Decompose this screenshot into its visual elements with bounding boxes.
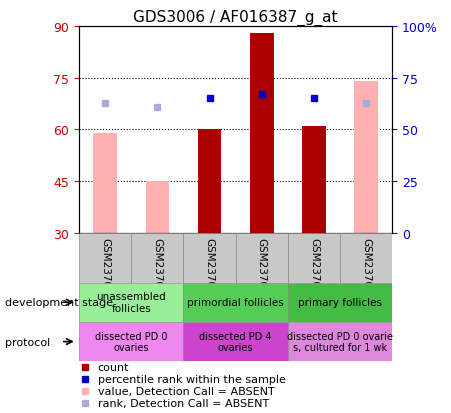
Text: GSM237018: GSM237018 [361, 237, 371, 300]
Bar [235, 233, 288, 283]
Text: percentile rank within the sample: percentile rank within the sample [98, 374, 285, 384]
Text: dissected PD 0
ovaries: dissected PD 0 ovaries [95, 331, 167, 353]
Text: dissected PD 4
ovaries: dissected PD 4 ovaries [199, 331, 272, 353]
Text: GSM237016: GSM237016 [257, 237, 267, 300]
Text: primary follicles: primary follicles [298, 297, 382, 308]
Bar [354, 82, 378, 233]
Bar [184, 322, 288, 361]
Bar [146, 182, 169, 233]
Text: value, Detection Call = ABSENT: value, Detection Call = ABSENT [98, 386, 275, 396]
Text: GSM237017: GSM237017 [309, 237, 319, 300]
Text: dissected PD 0 ovarie
s, cultured for 1 wk: dissected PD 0 ovarie s, cultured for 1 … [287, 331, 393, 353]
Bar [288, 233, 340, 283]
Text: unassembled
follicles: unassembled follicles [97, 292, 166, 313]
Bar [79, 283, 184, 322]
Bar [302, 127, 326, 233]
Bar [79, 322, 184, 361]
Title: GDS3006 / AF016387_g_at: GDS3006 / AF016387_g_at [133, 9, 338, 26]
Text: rank, Detection Call = ABSENT: rank, Detection Call = ABSENT [98, 398, 269, 408]
Bar [340, 233, 392, 283]
Text: count: count [98, 362, 129, 372]
Bar [184, 233, 235, 283]
Text: GSM237013: GSM237013 [100, 237, 110, 300]
Text: GSM237014: GSM237014 [152, 237, 162, 300]
Bar [288, 322, 392, 361]
Bar [93, 133, 117, 233]
Text: development stage: development stage [5, 297, 113, 308]
Text: GSM237015: GSM237015 [204, 237, 215, 300]
Bar [288, 283, 392, 322]
Bar [250, 34, 273, 233]
Bar [79, 233, 131, 283]
Text: protocol: protocol [5, 337, 50, 347]
Bar [131, 233, 184, 283]
Bar [184, 283, 288, 322]
Bar [198, 130, 221, 233]
Text: primordial follicles: primordial follicles [187, 297, 284, 308]
